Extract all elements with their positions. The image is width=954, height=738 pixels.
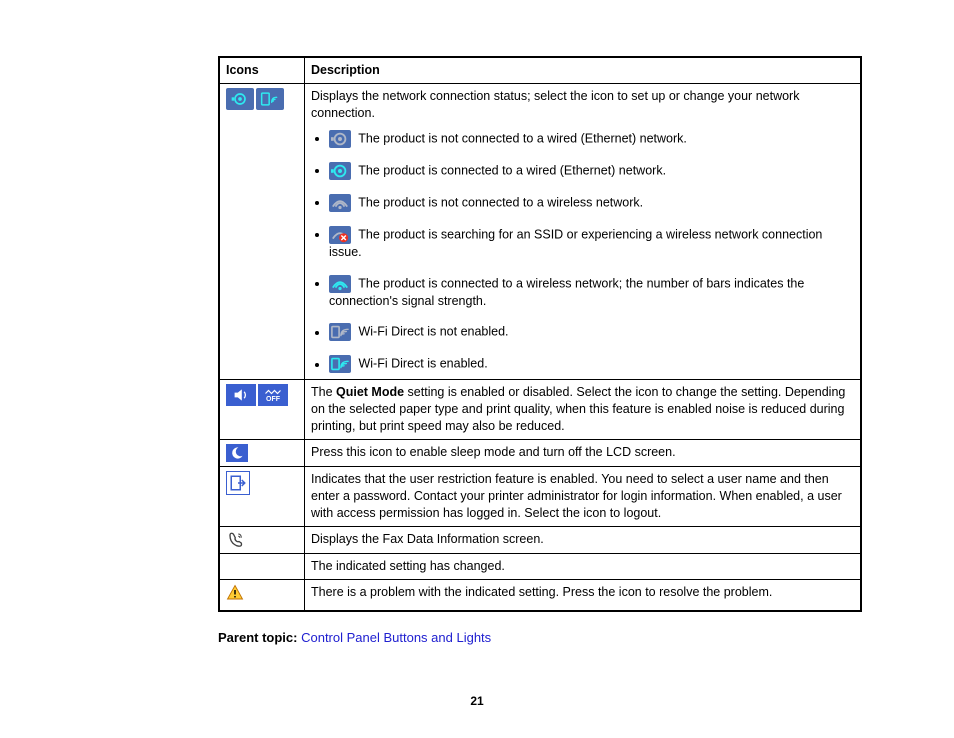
speaker-icon: [226, 384, 256, 406]
off-label: OFF: [266, 396, 280, 403]
bullet-text: The product is not connected to a wired …: [358, 131, 687, 145]
bullet-text: The product is connected to a wired (Eth…: [358, 163, 666, 177]
cell-network-desc: Displays the network connection status; …: [305, 83, 862, 380]
bullet-eth-off: The product is not connected to a wired …: [329, 130, 854, 148]
parent-topic-label: Parent topic:: [218, 630, 297, 645]
parent-topic: Parent topic: Control Panel Buttons and …: [218, 630, 864, 645]
quiet-off-icon: OFF: [258, 384, 288, 406]
moon-icon: [226, 444, 248, 462]
bullet-eth-on: The product is connected to a wired (Eth…: [329, 162, 854, 180]
bullet-direct-off: Wi-Fi Direct is not enabled.: [329, 323, 854, 341]
icon-description-table: Icons Description Di: [218, 56, 862, 612]
document-page: Icons Description Di: [0, 0, 954, 645]
header-icons: Icons: [219, 57, 305, 83]
header-description: Description: [305, 57, 862, 83]
row-user-restriction: Indicates that the user restriction feat…: [219, 467, 861, 527]
cell-quiet-desc: The Quiet Mode setting is enabled or dis…: [305, 380, 862, 440]
ethernet-on-icon: [329, 162, 351, 180]
wifi-on-icon: [329, 275, 351, 293]
bullet-text: Wi-Fi Direct is not enabled.: [358, 325, 508, 339]
logout-icon: [226, 471, 250, 495]
quiet-bold: Quiet Mode: [336, 385, 404, 399]
bullet-wifi-off: The product is not connected to a wirele…: [329, 194, 854, 212]
cell-changed-icon: [219, 553, 305, 579]
wifi-direct-icon: [256, 88, 284, 110]
cell-warn-icon: [219, 579, 305, 611]
network-intro: Displays the network connection status; …: [311, 88, 854, 122]
phone-icon: [226, 531, 246, 549]
cell-fax-desc: Displays the Fax Data Information screen…: [305, 526, 862, 553]
cell-changed-desc: The indicated setting has changed.: [305, 553, 862, 579]
ethernet-icon: [226, 88, 254, 110]
row-network: Displays the network connection status; …: [219, 83, 861, 380]
row-warning: There is a problem with the indicated se…: [219, 579, 861, 611]
cell-fax-icon: [219, 526, 305, 553]
cell-sleep-icon: [219, 440, 305, 467]
parent-topic-link[interactable]: Control Panel Buttons and Lights: [301, 630, 491, 645]
wifi-direct-off-icon: [329, 323, 351, 341]
bullet-text: Wi-Fi Direct is enabled.: [358, 357, 487, 371]
bullet-wifi-on: The product is connected to a wireless n…: [329, 275, 854, 310]
cell-sleep-desc: Press this icon to enable sleep mode and…: [305, 440, 862, 467]
bullet-text: The product is connected to a wireless n…: [329, 276, 804, 308]
row-fax: Displays the Fax Data Information screen…: [219, 526, 861, 553]
page-number: 21: [0, 694, 954, 708]
wifi-direct-on-icon: [329, 355, 351, 373]
row-changed: The indicated setting has changed.: [219, 553, 861, 579]
cell-network-icons: [219, 83, 305, 380]
wifi-error-icon: [329, 226, 351, 244]
ethernet-off-icon: [329, 130, 351, 148]
bullet-wifi-err: The product is searching for an SSID or …: [329, 226, 854, 261]
bullet-text: The product is not connected to a wirele…: [358, 195, 643, 209]
warning-icon: [226, 591, 244, 605]
wifi-off-icon: [329, 194, 351, 212]
network-bullets: The product is not connected to a wired …: [311, 130, 854, 374]
cell-user-desc: Indicates that the user restriction feat…: [305, 467, 862, 527]
cell-warn-desc: There is a problem with the indicated se…: [305, 579, 862, 611]
cell-user-icon: [219, 467, 305, 527]
row-quiet-mode: OFF The Quiet Mode setting is enabled or…: [219, 380, 861, 440]
row-sleep: Press this icon to enable sleep mode and…: [219, 440, 861, 467]
quiet-pre: The: [311, 385, 336, 399]
bullet-direct-on: Wi-Fi Direct is enabled.: [329, 355, 854, 373]
cell-quiet-icons: OFF: [219, 380, 305, 440]
bullet-text: The product is searching for an SSID or …: [329, 227, 822, 259]
